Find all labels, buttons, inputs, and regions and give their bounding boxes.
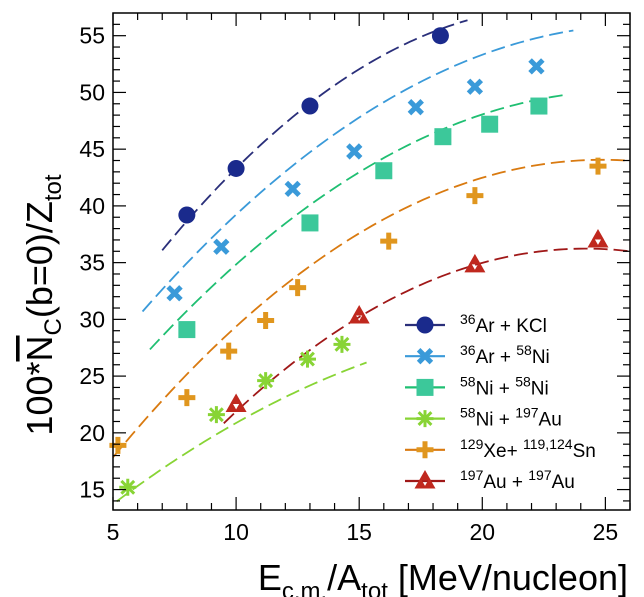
y-axis-title: 100*NC(b=0)/Ztot bbox=[19, 174, 67, 435]
axis-ticks: 5 10 15 20 25 15 20 25 30 35 40 45 50 55 bbox=[79, 13, 631, 545]
data-point-series-1-6 bbox=[528, 58, 545, 75]
data-point-series-2-4 bbox=[481, 115, 499, 133]
data-point-series-4-7 bbox=[589, 157, 607, 175]
data-point-series-2-3 bbox=[434, 128, 452, 146]
data-point-series-4-2 bbox=[220, 342, 238, 360]
data-point-series-3-0 bbox=[119, 478, 137, 496]
data-point-series-3-4 bbox=[333, 335, 351, 353]
y-tick-label: 50 bbox=[79, 79, 105, 105]
data-point-series-4-3 bbox=[257, 312, 275, 330]
data-point-series-5-1 bbox=[348, 304, 370, 324]
data-point-series-4-1 bbox=[178, 389, 196, 407]
legend-marker-0 bbox=[416, 316, 434, 334]
data-point-series-0-2 bbox=[301, 97, 319, 115]
data-point-series-1-1 bbox=[213, 238, 230, 255]
data-point-series-3-3 bbox=[298, 350, 316, 368]
legend-label-0: 36Ar + KCl bbox=[460, 311, 547, 337]
legend-marker-3 bbox=[416, 410, 434, 428]
y-tick-label: 55 bbox=[79, 23, 105, 49]
data-point-series-1-3 bbox=[346, 143, 363, 160]
y-tick-label: 45 bbox=[79, 136, 105, 162]
y-tick-label: 15 bbox=[79, 477, 105, 503]
y-tick-label: 20 bbox=[79, 420, 105, 446]
data-point-series-2-2 bbox=[375, 162, 393, 180]
y-tick-label: 30 bbox=[79, 306, 105, 332]
data-point-series-4-6 bbox=[466, 187, 484, 205]
data-point-series-3-2 bbox=[257, 372, 275, 390]
plot-frame bbox=[112, 12, 631, 511]
fit-curve-series-5 bbox=[223, 247, 630, 424]
fit-curve-series-2 bbox=[149, 93, 569, 351]
legend: 36Ar + KCl 36Ar + 58Ni 58Ni + 58Ni 58Ni + 1… bbox=[405, 311, 596, 493]
data-point-series-5-3 bbox=[587, 228, 609, 248]
x-axis-title: Ec.m./Atot [MeV/nucleon] bbox=[258, 557, 628, 597]
fit-curve-series-4 bbox=[113, 158, 630, 458]
data-point-series-0-3 bbox=[431, 27, 449, 45]
data-point-series-4-5 bbox=[380, 232, 398, 250]
legend-marker-5 bbox=[414, 470, 436, 489]
data-point-series-5-0 bbox=[225, 393, 247, 412]
legend-label-5: 197Au + 197Au bbox=[460, 467, 575, 493]
y-tick-label: 40 bbox=[79, 193, 105, 219]
data-markers bbox=[109, 27, 609, 496]
data-point-series-1-5 bbox=[466, 78, 484, 95]
data-point-series-1-0 bbox=[166, 285, 183, 302]
legend-marker-1 bbox=[416, 348, 434, 365]
y-tick-label: 35 bbox=[79, 250, 105, 276]
data-point-series-5-2 bbox=[464, 253, 486, 273]
data-point-series-2-1 bbox=[301, 214, 319, 232]
data-point-series-1-4 bbox=[407, 99, 424, 116]
data-point-series-4-0 bbox=[109, 436, 127, 454]
legend-label-1: 36Ar + 58Ni bbox=[460, 342, 550, 368]
x-tick-label: 25 bbox=[593, 519, 619, 545]
fit-curve-series-1 bbox=[141, 29, 574, 313]
legend-marker-4 bbox=[416, 441, 434, 459]
fit-curves bbox=[113, 19, 630, 506]
legend-marker-2 bbox=[416, 378, 434, 396]
data-point-series-3-1 bbox=[207, 406, 225, 424]
fit-curve-series-0 bbox=[161, 19, 468, 251]
x-tick-label: 20 bbox=[469, 519, 495, 545]
data-point-series-2-0 bbox=[178, 321, 196, 339]
data-point-series-2-5 bbox=[530, 97, 548, 115]
x-tick-label: 15 bbox=[346, 519, 372, 545]
x-tick-label: 5 bbox=[107, 519, 120, 545]
fit-curve-series-3 bbox=[113, 361, 367, 506]
x-tick-label: 10 bbox=[223, 519, 249, 545]
data-point-series-1-2 bbox=[284, 180, 301, 198]
legend-label-4: 129Xe+ 119,124Sn bbox=[460, 436, 596, 462]
legend-label-3: 58Ni + 197Au bbox=[460, 405, 562, 431]
data-point-series-4-4 bbox=[289, 279, 307, 297]
legend-label-2: 58Ni + 58Ni bbox=[460, 373, 549, 399]
data-point-series-0-1 bbox=[227, 159, 245, 177]
y-tick-label: 25 bbox=[79, 363, 105, 389]
data-point-series-0-0 bbox=[178, 206, 196, 224]
